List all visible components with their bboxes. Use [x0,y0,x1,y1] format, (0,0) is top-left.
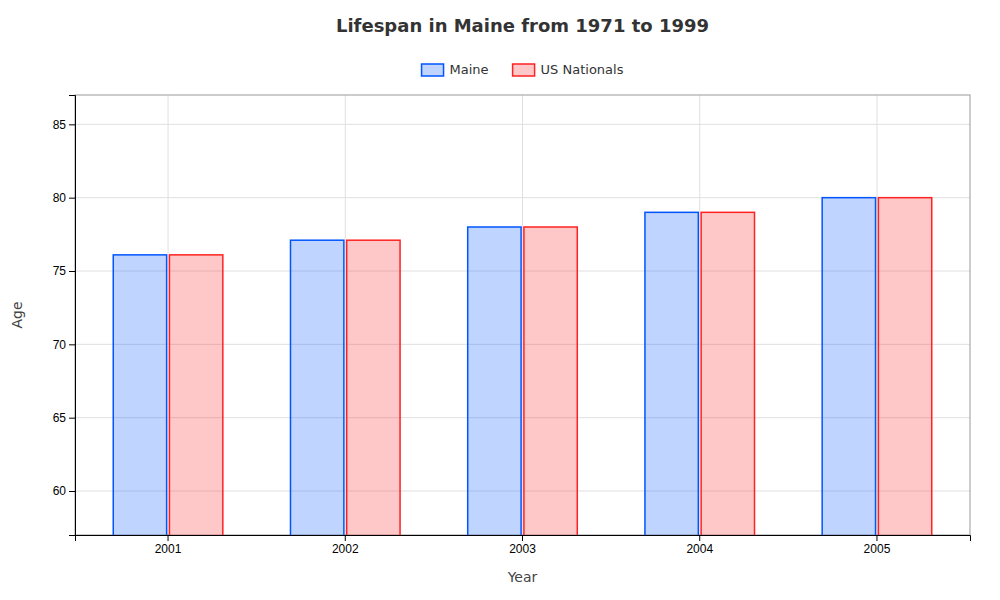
y-axis-title: Age [9,301,25,328]
legend-item: Maine [422,62,489,77]
y-tick: 85 [53,118,75,132]
y-axis-line [69,96,76,536]
bar [524,227,577,535]
x-tick-mark [699,535,700,541]
bar [701,212,754,535]
x-tick-label: 2003 [509,542,536,556]
y-tick-label: 70 [53,338,67,352]
grid-line-x [876,95,877,535]
x-tick-mark [876,535,877,541]
y-tick: 80 [53,191,75,205]
y-tick: 75 [53,264,75,278]
y-tick-label: 60 [53,484,67,498]
bar [878,198,931,535]
series [113,198,875,535]
y-tick: 60 [53,484,75,498]
x-tick: 2005 [864,535,891,556]
chart: 2001 2002 2003 2004 2005 60 65 70 75 80 85 Year Age L… [0,0,1000,600]
x-tick-label: 2005 [864,542,891,556]
x-tick: 2003 [509,535,536,556]
x-tick-mark [522,535,523,541]
y-tick-label: 65 [53,411,67,425]
legend-label: Maine [450,62,489,77]
y-tick-mark [69,198,75,199]
bar [169,255,222,535]
bar [645,212,698,535]
x-tick-label: 2004 [686,542,713,556]
y-tick-label: 85 [53,118,67,132]
series [169,198,931,535]
bar [468,227,521,535]
legend-swatch [422,64,444,76]
grid-line-x [522,95,523,535]
bar [347,240,400,535]
plot: 2001 2002 2003 2004 2005 60 65 70 75 80 85 [53,95,971,600]
y-axis: 60 65 70 75 80 85 [53,96,76,536]
grid-line-x [345,95,346,535]
y-tick-mark [69,271,75,272]
x-tick-mark [345,535,346,541]
x-tick: 2001 [155,535,182,556]
title: Lifespan in Maine from 1971 to 1999 [336,15,709,36]
x-tick-label: 2002 [332,542,359,556]
y-tick-mark [69,344,75,345]
x-tick: 2002 [332,535,359,556]
grid-line-x [168,95,169,535]
y-tick: 70 [53,338,75,352]
y-tick-label: 75 [53,264,67,278]
bar [290,240,343,535]
y-tick-label: 80 [53,191,67,205]
y-tick: 65 [53,411,75,425]
bar [822,198,875,535]
bars [113,198,931,535]
x-tick: 2004 [686,535,713,556]
legend: Maine US Nationals [422,62,624,77]
x-axis: 2001 2002 2003 2004 2005 [76,535,971,556]
legend-label: US Nationals [541,62,624,77]
y-tick-mark [69,418,75,419]
x-tick-label: 2001 [155,542,182,556]
bar [113,255,166,535]
x-axis-line [76,536,971,542]
y-tick-mark [69,491,75,492]
grid-line-x [699,95,700,535]
y-tick-mark [69,124,75,125]
x-tick-mark [168,535,169,541]
legend-item: US Nationals [513,62,624,77]
legend-swatch [513,64,535,76]
x-axis-title: Year [507,569,538,585]
